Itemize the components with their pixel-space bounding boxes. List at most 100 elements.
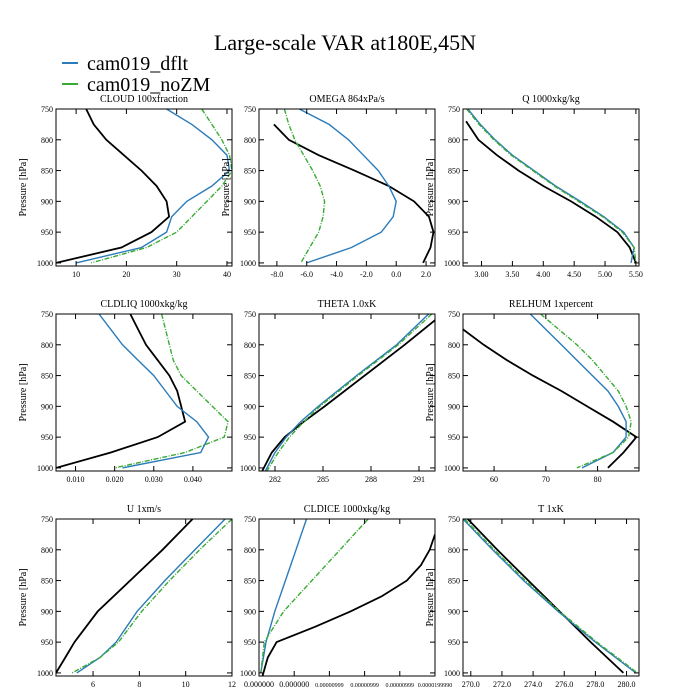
series-line-cam019_dflt — [467, 109, 635, 264]
y-tick-label: 800 — [448, 546, 460, 555]
y-tick-label: 1000 — [240, 464, 256, 473]
x-tick-label: 3.50 — [505, 270, 519, 279]
y-axis-label: Pressure [hPa] — [18, 568, 29, 626]
series-line-cam019_noZM — [71, 519, 232, 674]
series-line-reference — [463, 328, 638, 469]
x-tick-label: 5.00 — [598, 270, 612, 279]
panel-title: OMEGA 864xPa/s — [309, 94, 384, 105]
x-tick-label: 272.0 — [493, 680, 511, 689]
panel-2: Q 1000xkg/kg Pressure [hPa] 750 800 850 900 95… — [425, 94, 643, 279]
y-tick-label: 900 — [41, 197, 53, 206]
x-tick-label: 30 — [173, 270, 181, 279]
x-tick-label: 12 — [228, 680, 236, 689]
series-line-cam019_dflt — [264, 314, 430, 471]
y-tick-label: 750 — [41, 310, 53, 319]
x-tick-label: 276.0 — [555, 680, 573, 689]
x-tick-label: -2.0 — [360, 270, 373, 279]
x-tick-label: 282 — [269, 475, 281, 484]
series-line-reference — [56, 314, 187, 469]
y-tick-label: 800 — [41, 341, 53, 350]
panel-6: U 1xm/s Pressure [hPa] 750 800 850 900 950 1000… — [18, 504, 236, 689]
series-line-reference — [261, 534, 435, 676]
x-tick-label: 0.00000999 — [315, 683, 344, 689]
x-tick-label: 3.00 — [475, 270, 489, 279]
y-tick-label: 800 — [244, 341, 256, 350]
series-line-reference — [465, 120, 637, 264]
series-line-reference — [467, 519, 625, 674]
y-tick-label: 850 — [244, 372, 256, 381]
plot-frame — [258, 108, 436, 267]
y-tick-label: 850 — [41, 372, 53, 381]
panel-title: U 1xm/s — [127, 504, 161, 515]
y-tick-label: 850 — [244, 167, 256, 176]
y-tick-label: 900 — [41, 607, 53, 616]
panel-0: CLOUD 100xfraction Pressure [hPa] 750 800 85… — [18, 94, 233, 279]
y-tick-label: 950 — [41, 638, 53, 647]
y-tick-label: 1000 — [240, 259, 256, 268]
y-tick-label: 800 — [41, 546, 53, 555]
x-tick-label: 280.0 — [618, 680, 636, 689]
x-tick-label: 0.040 — [184, 475, 202, 484]
series-line-cam019_dflt — [260, 519, 308, 674]
series-line-cam019_noZM — [464, 519, 638, 674]
series-line-cam019_noZM — [466, 109, 637, 263]
y-tick-label: 950 — [244, 433, 256, 442]
x-tick-label: 4.00 — [536, 270, 550, 279]
x-tick-label: -4.0 — [330, 270, 343, 279]
y-tick-label: 750 — [244, 310, 256, 319]
x-tick-label: -6.0 — [300, 270, 313, 279]
plot-frame — [55, 518, 233, 677]
x-tick-label: 0.000000 — [279, 680, 309, 689]
panel-title: T 1xK — [538, 504, 564, 515]
series-line-cam019_dflt — [298, 109, 397, 264]
y-axis-label: Pressure [hPa] — [425, 158, 436, 216]
x-tick-label: 0.0000199990 — [418, 683, 453, 689]
y-tick-label: 900 — [448, 402, 460, 411]
y-tick-label: 1000 — [37, 259, 53, 268]
series-line-cam019_dflt — [76, 519, 226, 674]
y-tick-label: 1000 — [444, 669, 460, 678]
y-axis-label: Pressure [hPa] — [425, 568, 436, 626]
y-tick-label: 800 — [244, 136, 256, 145]
legend: cam019_dflt cam019_noZM — [62, 53, 211, 96]
panel-title: THETA 1.0xK — [318, 299, 377, 310]
x-tick-label: -8.0 — [271, 270, 284, 279]
x-tick-label: 0.000000 — [244, 680, 274, 689]
y-tick-label: 1000 — [444, 259, 460, 268]
series-line-cam019_dflt — [463, 519, 637, 674]
x-tick-label: 10 — [72, 270, 80, 279]
series-line-cam019_noZM — [266, 314, 433, 471]
series-line-cam019_noZM — [91, 109, 232, 264]
plot-frame — [55, 313, 233, 472]
y-tick-label: 950 — [244, 638, 256, 647]
x-tick-label: 274.0 — [524, 680, 542, 689]
y-tick-label: 900 — [448, 197, 460, 206]
panel-title: Q 1000xkg/kg — [522, 94, 580, 105]
y-tick-label: 900 — [244, 402, 256, 411]
x-tick-label: 20 — [122, 270, 130, 279]
x-tick-label: 2.0 — [421, 270, 431, 279]
x-tick-label: 8 — [137, 680, 141, 689]
y-tick-label: 900 — [448, 607, 460, 616]
series-line-cam019_dflt — [98, 314, 210, 469]
y-axis-label: Pressure [hPa] — [18, 158, 29, 216]
x-tick-label: 0.020 — [106, 475, 124, 484]
x-tick-label: 285 — [317, 475, 329, 484]
x-tick-label: 270.0 — [462, 680, 480, 689]
y-tick-label: 950 — [448, 433, 460, 442]
panel-title: CLOUD 100xfraction — [100, 94, 188, 105]
y-tick-label: 950 — [448, 228, 460, 237]
x-tick-label: 60 — [490, 475, 498, 484]
y-tick-label: 750 — [41, 105, 53, 114]
x-tick-label: 10 — [182, 680, 190, 689]
panel-1: OMEGA 864xPa/s Pressure [hPa] 750 800 850 900… — [221, 94, 436, 279]
y-tick-label: 850 — [41, 577, 53, 586]
plot-frame — [462, 313, 640, 472]
y-tick-label: 750 — [448, 310, 460, 319]
x-tick-label: 288 — [365, 475, 377, 484]
y-tick-label: 900 — [244, 197, 256, 206]
panel-title: CLDICE 1000xkg/kg — [304, 504, 390, 515]
x-tick-label: 0.0 — [391, 270, 401, 279]
